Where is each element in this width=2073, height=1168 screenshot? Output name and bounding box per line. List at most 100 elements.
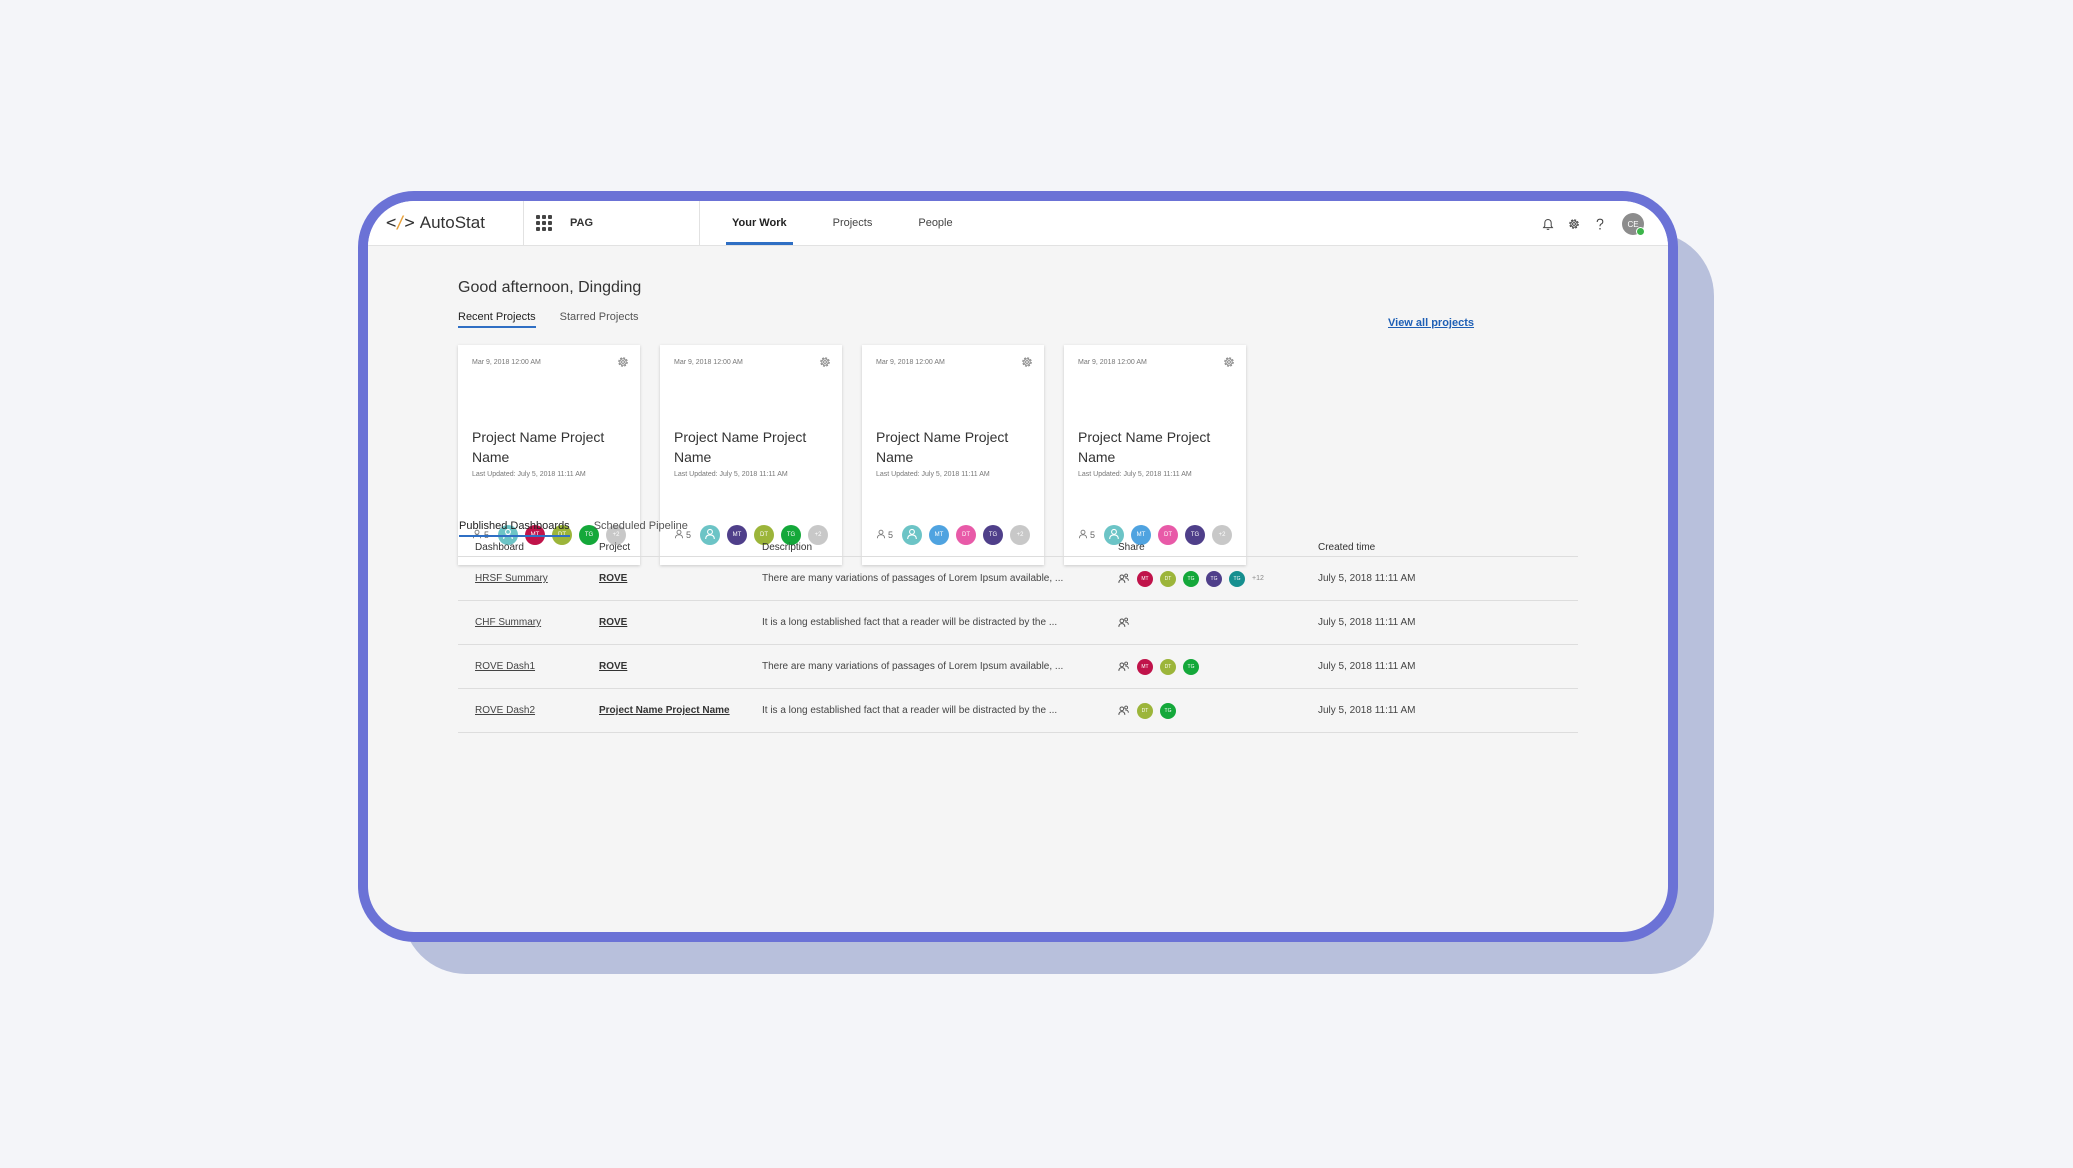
table-body: HRSF Summary ROVE There are many variation…: [458, 557, 1578, 733]
description-cell: There are many variations of passages of…: [762, 573, 1118, 584]
share-icon[interactable]: [1118, 573, 1129, 584]
share-avatar[interactable]: TG: [1183, 570, 1199, 587]
card-date: Mar 9, 2018 12:00 AM: [472, 359, 541, 366]
member-count: 5: [674, 529, 691, 541]
project-card[interactable]: Mar 9, 2018 12:00 AM Project Name Project…: [660, 345, 842, 565]
dashboard-link[interactable]: HRSF Summary: [475, 573, 548, 584]
member-avatar[interactable]: DT: [754, 525, 775, 545]
project-cell: ROVE: [599, 573, 762, 584]
app-name: AutoStat: [419, 213, 485, 232]
bell-icon[interactable]: [1540, 216, 1556, 232]
dashboard-link[interactable]: ROVE Dash1: [475, 661, 536, 672]
share-avatar[interactable]: DT: [1160, 570, 1176, 587]
member-avatar[interactable]: TG: [1185, 525, 1206, 545]
table-row: HRSF Summary ROVE There are many variation…: [458, 557, 1578, 601]
person-icon: [906, 528, 918, 542]
project-link[interactable]: Project Name Project Name: [599, 705, 730, 716]
tab-starred-projects[interactable]: Starred Projects: [559, 311, 639, 323]
person-icon: [1108, 528, 1120, 542]
share-avatar[interactable]: TG: [1183, 658, 1199, 675]
header-actions: CE: [1540, 213, 1645, 236]
app-logo[interactable]: </> AutoStat: [386, 213, 485, 233]
member-avatar[interactable]: TG: [983, 525, 1004, 545]
share-avatar[interactable]: DT: [1160, 658, 1176, 675]
gear-icon[interactable]: [1566, 216, 1582, 232]
view-all-projects-link[interactable]: View all projects: [1388, 317, 1475, 329]
share-avatar[interactable]: MT: [1137, 570, 1153, 587]
project-link[interactable]: ROVE: [599, 617, 628, 628]
member-avatar[interactable]: MT: [1131, 525, 1152, 545]
share-icon[interactable]: [1118, 705, 1129, 716]
project-cell: ROVE: [599, 661, 762, 672]
column-header-project: Project: [599, 541, 631, 553]
member-avatar[interactable]: TG: [579, 525, 600, 545]
table-row: ROVE Dash2 Project Name Project Name It is…: [458, 689, 1578, 733]
dashboard-link[interactable]: CHF Summary: [475, 617, 542, 628]
member-avatar[interactable]: +2: [1010, 525, 1031, 545]
member-avatar[interactable]: DT: [956, 525, 977, 545]
member-avatar[interactable]: +2: [1212, 525, 1233, 545]
member-avatar[interactable]: +2: [808, 525, 829, 545]
org-name[interactable]: PAG: [570, 217, 594, 229]
member-avatar[interactable]: MT: [727, 525, 748, 545]
project-link[interactable]: ROVE: [599, 573, 628, 584]
gear-icon[interactable]: [1020, 355, 1034, 369]
gear-icon[interactable]: [818, 355, 832, 369]
share-cell: [1118, 617, 1318, 628]
user-avatar[interactable]: CE: [1622, 213, 1645, 236]
share-cell: DT TG: [1118, 702, 1318, 719]
table-row: ROVE Dash1 ROVE There are many variations …: [458, 645, 1578, 689]
member-avatar[interactable]: [902, 525, 923, 545]
share-icon[interactable]: [1118, 661, 1129, 672]
table-header: Dashboard Project Description Share Crea…: [458, 538, 1578, 557]
project-card[interactable]: Mar 9, 2018 12:00 AM Project Name Project…: [1064, 345, 1246, 565]
person-icon: [1078, 529, 1090, 541]
tab-recent-projects[interactable]: Recent Projects: [458, 311, 536, 328]
person-icon: [876, 529, 888, 541]
logo-icon: </>: [386, 213, 415, 233]
app-screen: </> AutoStat PAG Your Work Projects Peop…: [368, 201, 1668, 932]
share-avatar[interactable]: TG: [1206, 570, 1222, 587]
column-header-created-time: Created time: [1318, 541, 1376, 553]
member-avatar[interactable]: DT: [1158, 525, 1179, 545]
card-last-updated: Last Updated: July 5, 2018 11:11 AM: [876, 471, 990, 478]
gear-icon[interactable]: [1222, 355, 1236, 369]
tab-published-dashboards[interactable]: Published Dashboards: [459, 520, 570, 537]
share-avatar[interactable]: TG: [1160, 702, 1176, 719]
member-avatar[interactable]: MT: [929, 525, 950, 545]
dashboard-link[interactable]: ROVE Dash2: [475, 705, 536, 716]
share-cell: MT DT TG TG TG +12: [1118, 570, 1318, 587]
card-date: Mar 9, 2018 12:00 AM: [876, 359, 945, 366]
nav-people[interactable]: People: [918, 217, 953, 229]
help-icon[interactable]: [1592, 216, 1608, 232]
share-avatar[interactable]: TG: [1229, 570, 1245, 587]
tab-scheduled-pipeline[interactable]: Scheduled Pipeline: [593, 520, 688, 532]
project-card[interactable]: Mar 9, 2018 12:00 AM Project Name Project…: [458, 345, 640, 565]
app-launcher-icon[interactable]: [536, 215, 552, 231]
card-last-updated: Last Updated: July 5, 2018 11:11 AM: [674, 471, 788, 478]
project-link[interactable]: ROVE: [599, 661, 628, 672]
project-tabs: Recent Projects Starred Projects: [458, 311, 639, 328]
share-avatar[interactable]: MT: [1137, 658, 1153, 675]
member-count: 5: [1078, 529, 1095, 541]
share-more-count[interactable]: +12: [1252, 575, 1264, 582]
description-cell: It is a long established fact that a rea…: [762, 705, 1118, 716]
dashboard-tabs: Published Dashboards Scheduled Pipeline: [459, 520, 688, 537]
nav-projects[interactable]: Projects: [832, 217, 873, 229]
description-cell: It is a long established fact that a rea…: [762, 617, 1118, 628]
share-cell: MT DT TG: [1118, 658, 1318, 675]
nav-your-work[interactable]: Your Work: [726, 201, 793, 245]
table-row: CHF Summary ROVE It is a long established …: [458, 601, 1578, 645]
member-avatar[interactable]: [700, 525, 721, 545]
created-time-cell: July 5, 2018 11:11 AM: [1318, 705, 1416, 716]
member-avatar[interactable]: [1104, 525, 1125, 545]
header-divider: [523, 201, 524, 245]
share-icon[interactable]: [1118, 617, 1129, 628]
gear-icon[interactable]: [616, 355, 630, 369]
share-avatar[interactable]: DT: [1137, 702, 1153, 719]
member-avatar[interactable]: +2: [606, 525, 627, 545]
member-avatar[interactable]: TG: [781, 525, 802, 545]
description-text: It is a long established fact that a rea…: [762, 705, 1058, 716]
project-card[interactable]: Mar 9, 2018 12:00 AM Project Name Project…: [862, 345, 1044, 565]
online-status-dot: [1636, 227, 1645, 236]
